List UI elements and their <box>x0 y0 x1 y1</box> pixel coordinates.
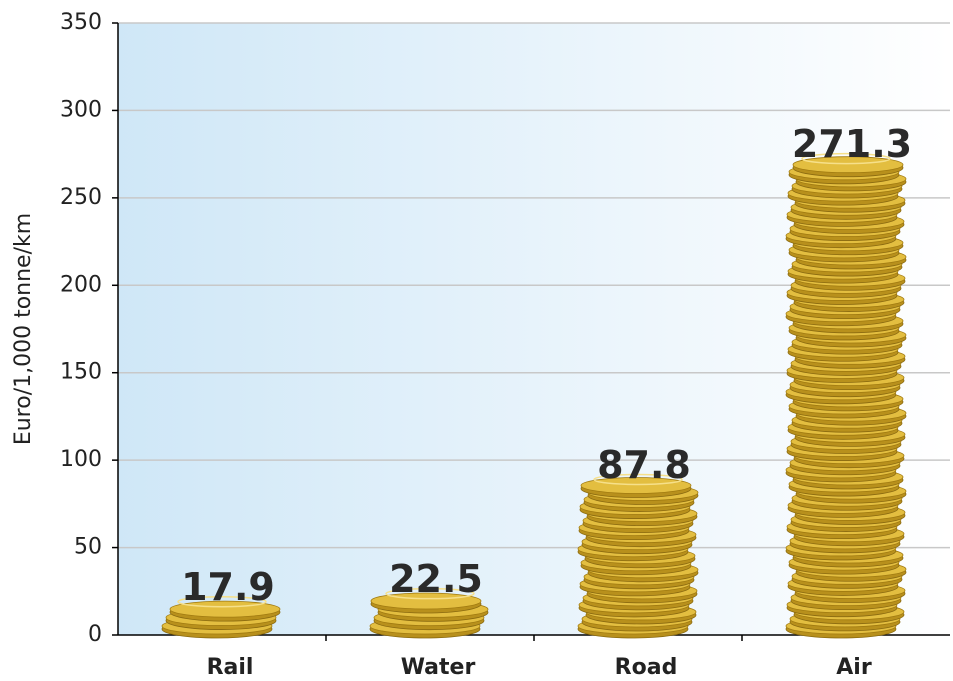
y-axis-label: Euro/1,000 tonne/km <box>11 213 36 445</box>
y-tick-label: 300 <box>60 97 102 122</box>
coin-highlight <box>177 595 267 608</box>
coin-stack <box>369 587 489 639</box>
x-tick-label: Road <box>615 655 678 680</box>
data-label: 271.3 <box>792 122 912 166</box>
x-tick-label: Rail <box>207 655 254 680</box>
data-label: 22.5 <box>389 557 483 601</box>
y-tick-label: 250 <box>60 185 102 210</box>
data-label: 87.8 <box>597 443 691 487</box>
y-tick-label: 350 <box>60 10 102 35</box>
coin <box>580 477 692 494</box>
coin-stack <box>785 152 907 639</box>
coin-highlight <box>593 473 683 486</box>
y-tick-label: 150 <box>60 360 102 385</box>
x-tick-label: Air <box>836 655 872 680</box>
coin-highlight <box>385 587 475 600</box>
coin-stack <box>161 595 281 639</box>
data-label: 17.9 <box>181 565 275 609</box>
x-tick-label: Water <box>401 655 476 680</box>
y-tick-label: 100 <box>60 447 102 472</box>
coin <box>792 156 904 174</box>
y-tick-label: 200 <box>60 272 102 297</box>
coin-stack <box>577 473 699 639</box>
coin-highlight <box>801 152 891 165</box>
y-tick-label: 50 <box>74 535 102 560</box>
y-tick-label: 0 <box>88 622 102 647</box>
